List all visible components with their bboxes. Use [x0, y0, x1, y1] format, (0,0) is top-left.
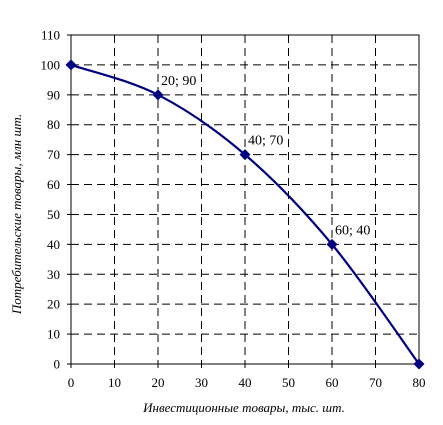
- y-tick-label-10: 100: [41, 57, 61, 72]
- data-point-3: [326, 238, 338, 250]
- x-tick-label-1: 10: [108, 375, 121, 390]
- y-tick-label-5: 50: [47, 207, 60, 222]
- point-label-1: 40; 70: [248, 134, 283, 149]
- y-tick-label-2: 20: [47, 297, 60, 312]
- data-point-2: [239, 149, 251, 161]
- x-tick-label-5: 50: [282, 375, 295, 390]
- y-tick-label-9: 90: [47, 87, 60, 102]
- grid-lines: [71, 35, 419, 364]
- series-line: [70, 63, 420, 365]
- y-tick-label-4: 40: [47, 237, 60, 252]
- y-tick-label-1: 10: [47, 327, 60, 342]
- x-tick-label-8: 80: [413, 375, 426, 390]
- point-label-2: 60; 40: [335, 223, 370, 238]
- x-axis-title: Инвестиционные товары, тыс. шт.: [142, 400, 345, 415]
- x-tick-label-4: 40: [239, 375, 252, 390]
- series-curve: [70, 63, 420, 365]
- data-point-4: [413, 358, 425, 370]
- x-tick-label-2: 20: [152, 375, 165, 390]
- point-label-0: 20; 90: [161, 74, 196, 89]
- y-axis-ticks: 0 10 20 30 40 50 60 70 80 90 100 110: [41, 28, 71, 372]
- x-tick-label-3: 30: [195, 375, 208, 390]
- x-tick-label-7: 70: [369, 375, 382, 390]
- data-markers: [65, 59, 425, 370]
- x-tick-label-6: 60: [326, 375, 339, 390]
- x-axis-ticks: 0 10 20 30 40 50 60 70 80: [68, 364, 426, 390]
- y-tick-label-3: 30: [47, 267, 60, 282]
- data-point-1: [152, 89, 164, 101]
- y-tick-label-8: 80: [47, 117, 60, 132]
- data-point-0: [65, 59, 77, 71]
- y-axis-title: Потребительские товары, млн шт.: [9, 114, 24, 315]
- y-tick-label-0: 0: [54, 357, 61, 372]
- x-tick-label-0: 0: [68, 375, 75, 390]
- y-tick-label-6: 60: [47, 177, 60, 192]
- y-tick-label-11: 110: [41, 28, 60, 43]
- y-tick-label-7: 70: [47, 147, 60, 162]
- point-labels: 20; 90 40; 70 60; 40: [161, 74, 370, 239]
